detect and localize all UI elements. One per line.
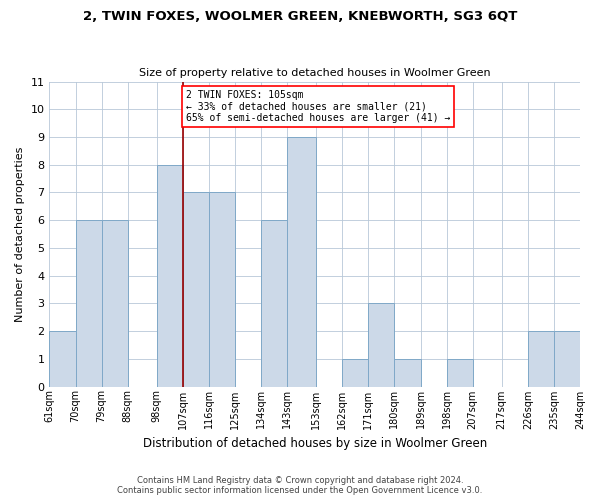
Bar — [287, 137, 316, 386]
Bar — [446, 359, 473, 386]
Text: 2, TWIN FOXES, WOOLMER GREEN, KNEBWORTH, SG3 6QT: 2, TWIN FOXES, WOOLMER GREEN, KNEBWORTH,… — [83, 10, 517, 23]
Bar — [368, 304, 394, 386]
Bar — [394, 359, 421, 386]
Bar — [101, 220, 128, 386]
Text: Contains HM Land Registry data © Crown copyright and database right 2024.
Contai: Contains HM Land Registry data © Crown c… — [118, 476, 482, 495]
Bar — [157, 164, 183, 386]
Bar — [554, 331, 580, 386]
Bar — [528, 331, 554, 386]
Y-axis label: Number of detached properties: Number of detached properties — [15, 146, 25, 322]
Bar — [49, 331, 76, 386]
Bar — [261, 220, 287, 386]
Bar — [183, 192, 209, 386]
Text: 2 TWIN FOXES: 105sqm
← 33% of detached houses are smaller (21)
65% of semi-detac: 2 TWIN FOXES: 105sqm ← 33% of detached h… — [185, 90, 450, 123]
X-axis label: Distribution of detached houses by size in Woolmer Green: Distribution of detached houses by size … — [143, 437, 487, 450]
Bar — [209, 192, 235, 386]
Title: Size of property relative to detached houses in Woolmer Green: Size of property relative to detached ho… — [139, 68, 491, 78]
Bar — [76, 220, 101, 386]
Bar — [342, 359, 368, 386]
